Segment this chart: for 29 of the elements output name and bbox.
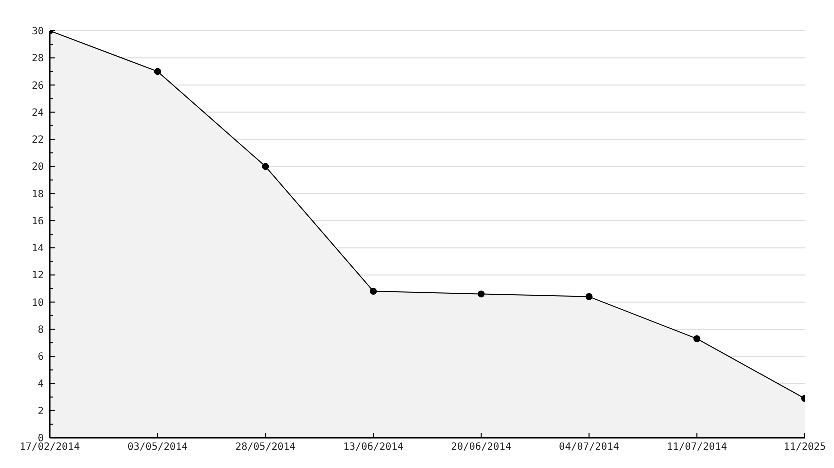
x-tick-label: 11/07/2014	[667, 442, 728, 453]
x-tick-label: 28/05/2014	[236, 442, 296, 453]
y-tick-label: 6	[38, 352, 44, 364]
x-tick-label: 20/06/2014	[451, 442, 512, 453]
y-tick-label: 8	[38, 324, 44, 336]
y-tick-label: 30	[32, 26, 44, 38]
y-tick-label: 14	[32, 244, 44, 255]
y-tick-label: 10	[32, 298, 44, 309]
y-tick-label: 2	[38, 406, 44, 418]
point	[370, 288, 378, 295]
y-tick-label: 28	[32, 54, 44, 65]
point	[694, 335, 701, 342]
y-tick-label: 22	[32, 135, 44, 146]
y-tick-label: 18	[32, 189, 44, 200]
y-tick-label: 20	[32, 162, 44, 174]
x-tick-label: 11/2025	[784, 442, 826, 453]
y-tick-label: 4	[38, 379, 44, 390]
point	[586, 293, 593, 300]
x-tick-label: 03/05/2014	[128, 442, 188, 453]
y-tick-label: 24	[32, 108, 44, 119]
y-tick-label: 12	[32, 270, 44, 282]
x-tick-label: 17/02/2014	[20, 442, 80, 453]
point	[154, 68, 162, 76]
y-tick-label: 16	[32, 216, 44, 228]
x-tick-label: 04/07/2014	[559, 442, 620, 453]
y-tick-label: 26	[32, 80, 44, 92]
x-tick-label: 13/06/2014	[343, 442, 404, 453]
point	[478, 290, 485, 298]
point	[262, 163, 270, 170]
